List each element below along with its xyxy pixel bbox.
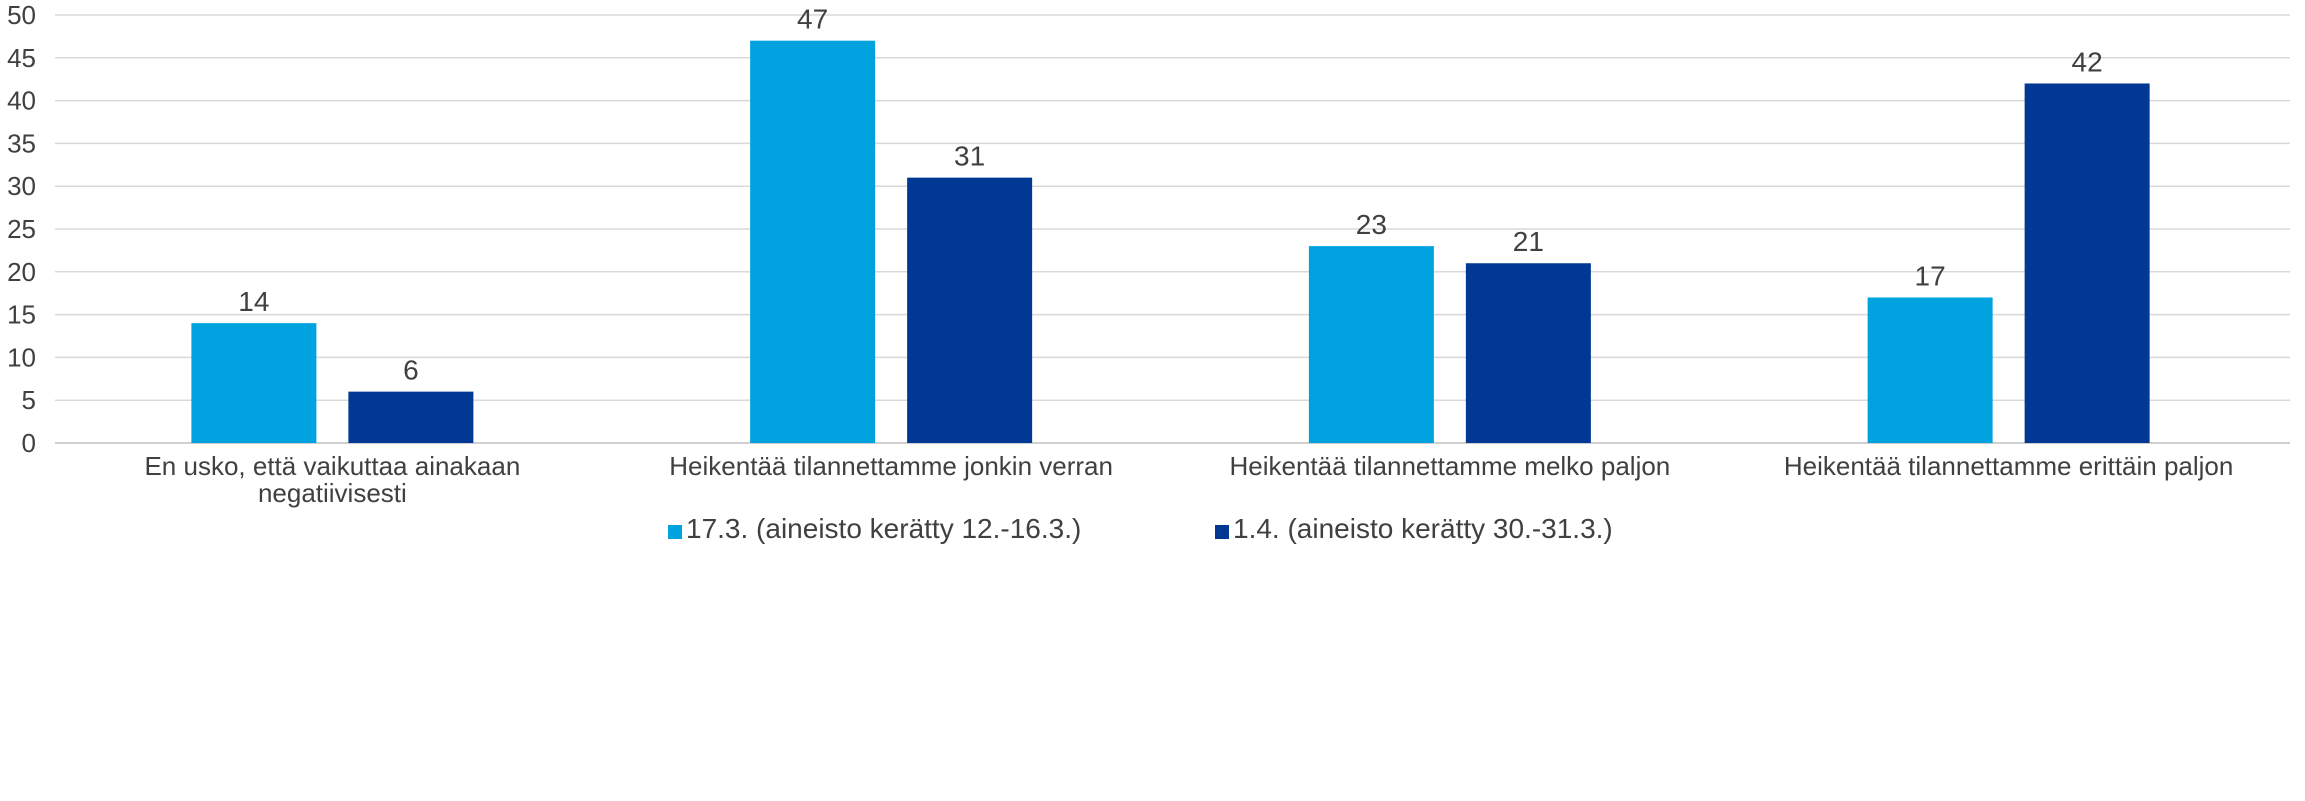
data-label: 14 [238, 286, 269, 317]
y-tick-label: 40 [7, 86, 36, 116]
data-labels: 14 6 47 31 23 21 17 42 [238, 4, 2102, 386]
bar-series1 [1867, 297, 1993, 443]
legend-label: 17.3. (aineisto kerätty 12.-16.3.) [686, 513, 1081, 544]
y-tick-label: 50 [7, 0, 36, 30]
bar-series1 [1308, 246, 1434, 443]
y-tick-label: 35 [7, 128, 36, 158]
data-label: 6 [403, 355, 419, 386]
data-label: 42 [2072, 46, 2103, 77]
x-tick-label: Heikentää tilannettamme jonkin verran [669, 451, 1113, 481]
x-axis-ticks: En usko, että vaikuttaa ainakaannegatiiv… [144, 451, 2233, 508]
bar-series1 [191, 323, 317, 443]
data-label: 21 [1513, 226, 1544, 257]
bars [191, 40, 2150, 444]
data-label: 31 [954, 141, 985, 172]
bar-series2 [2024, 83, 2150, 443]
y-tick-label: 0 [22, 428, 36, 458]
legend-swatch [668, 525, 682, 539]
x-tick-label: Heikentää tilannettamme erittäin paljon [1784, 451, 2233, 481]
data-label: 17 [1915, 260, 1946, 291]
bar-series1 [750, 40, 876, 444]
y-tick-label: 10 [7, 342, 36, 372]
bar-series2 [348, 391, 474, 443]
bar-series2 [907, 177, 1033, 443]
x-tick-label: negatiivisesti [258, 478, 407, 508]
legend-label: 1.4. (aineisto kerätty 30.-31.3.) [1233, 513, 1613, 544]
legend: 17.3. (aineisto kerätty 12.-16.3.) 1.4. (… [668, 513, 1613, 544]
y-tick-label: 15 [7, 300, 36, 330]
bar-series2 [1465, 263, 1591, 443]
y-tick-label: 25 [7, 214, 36, 244]
y-tick-label: 5 [22, 385, 36, 415]
legend-swatch [1215, 525, 1229, 539]
y-tick-label: 30 [7, 171, 36, 201]
x-tick-label: En usko, että vaikuttaa ainakaan [144, 451, 520, 481]
data-label: 47 [797, 4, 828, 35]
y-tick-label: 20 [7, 257, 36, 287]
x-tick-label: Heikentää tilannettamme melko paljon [1229, 451, 1670, 481]
data-label: 23 [1356, 209, 1387, 240]
y-axis-ticks: 0 5 10 15 20 25 30 35 40 45 50 [7, 0, 36, 458]
y-tick-label: 45 [7, 43, 36, 73]
